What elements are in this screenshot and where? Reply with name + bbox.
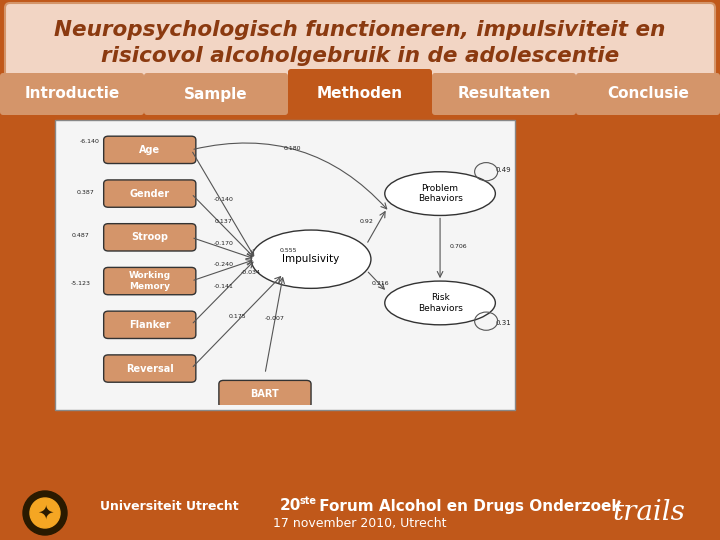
Text: risicovol alcoholgebruik in de adolescentie: risicovol alcoholgebruik in de adolescen… xyxy=(101,46,619,66)
FancyBboxPatch shape xyxy=(288,69,432,117)
Text: Risk
Behaviors: Risk Behaviors xyxy=(418,293,462,313)
Text: 0.387: 0.387 xyxy=(76,190,94,194)
Text: trails: trails xyxy=(612,500,685,526)
Text: Neuropsychologisch functioneren, impulsiviteit en: Neuropsychologisch functioneren, impulsi… xyxy=(54,20,666,40)
Ellipse shape xyxy=(384,172,495,215)
Circle shape xyxy=(30,498,60,528)
Text: 0.555: 0.555 xyxy=(279,248,297,253)
Text: 0.49: 0.49 xyxy=(495,167,511,173)
Text: 0.31: 0.31 xyxy=(495,320,511,326)
FancyBboxPatch shape xyxy=(144,73,288,115)
FancyBboxPatch shape xyxy=(219,380,311,408)
Ellipse shape xyxy=(384,281,495,325)
Text: Age: Age xyxy=(139,145,161,155)
Text: Introductie: Introductie xyxy=(24,86,120,102)
Circle shape xyxy=(23,491,67,535)
Text: Working
Memory: Working Memory xyxy=(129,272,171,291)
FancyBboxPatch shape xyxy=(55,120,515,410)
Text: ✦: ✦ xyxy=(37,503,53,523)
Text: Reversal: Reversal xyxy=(126,363,174,374)
Text: Stroop: Stroop xyxy=(131,232,168,242)
Text: 0.137: 0.137 xyxy=(215,219,233,224)
FancyBboxPatch shape xyxy=(576,73,720,115)
Text: Problem
Behaviors: Problem Behaviors xyxy=(418,184,462,203)
Text: 17 november 2010, Utrecht: 17 november 2010, Utrecht xyxy=(274,517,446,530)
Text: Methoden: Methoden xyxy=(317,85,403,100)
Text: -0.034: -0.034 xyxy=(241,270,261,275)
Text: Resultaten: Resultaten xyxy=(457,86,551,102)
Bar xyxy=(0,485,720,540)
FancyBboxPatch shape xyxy=(104,267,196,295)
FancyBboxPatch shape xyxy=(104,311,196,339)
FancyBboxPatch shape xyxy=(104,180,196,207)
FancyBboxPatch shape xyxy=(0,73,144,115)
Text: 0.92: 0.92 xyxy=(359,219,373,224)
Text: 0.180: 0.180 xyxy=(284,146,302,151)
Text: 20: 20 xyxy=(280,498,302,514)
FancyBboxPatch shape xyxy=(5,3,715,85)
Bar xyxy=(0,73,720,115)
Ellipse shape xyxy=(251,230,371,288)
Text: -6.140: -6.140 xyxy=(80,139,100,144)
Text: 0.216: 0.216 xyxy=(372,281,389,286)
Text: -0.140: -0.140 xyxy=(214,197,233,202)
Text: Flanker: Flanker xyxy=(129,320,171,330)
Text: -5.123: -5.123 xyxy=(71,281,91,286)
Text: -0.240: -0.240 xyxy=(214,262,233,267)
Text: ste: ste xyxy=(300,496,317,506)
Text: BART: BART xyxy=(251,389,279,399)
Text: Gender: Gender xyxy=(130,188,170,199)
Text: 0.487: 0.487 xyxy=(72,233,89,238)
FancyBboxPatch shape xyxy=(104,355,196,382)
FancyBboxPatch shape xyxy=(104,136,196,164)
Text: 0.175: 0.175 xyxy=(228,314,246,319)
Text: -0.007: -0.007 xyxy=(264,316,284,321)
Text: 0.706: 0.706 xyxy=(450,244,467,249)
Text: Universiteit Utrecht: Universiteit Utrecht xyxy=(100,500,238,512)
Text: -0.141: -0.141 xyxy=(214,285,233,289)
Text: Impulsivity: Impulsivity xyxy=(282,254,340,264)
Text: Sample: Sample xyxy=(184,86,248,102)
Text: Forum Alcohol en Drugs Onderzoek: Forum Alcohol en Drugs Onderzoek xyxy=(314,498,621,514)
FancyBboxPatch shape xyxy=(104,224,196,251)
FancyBboxPatch shape xyxy=(432,73,576,115)
Text: Conclusie: Conclusie xyxy=(607,86,689,102)
Text: -0.170: -0.170 xyxy=(214,241,233,246)
